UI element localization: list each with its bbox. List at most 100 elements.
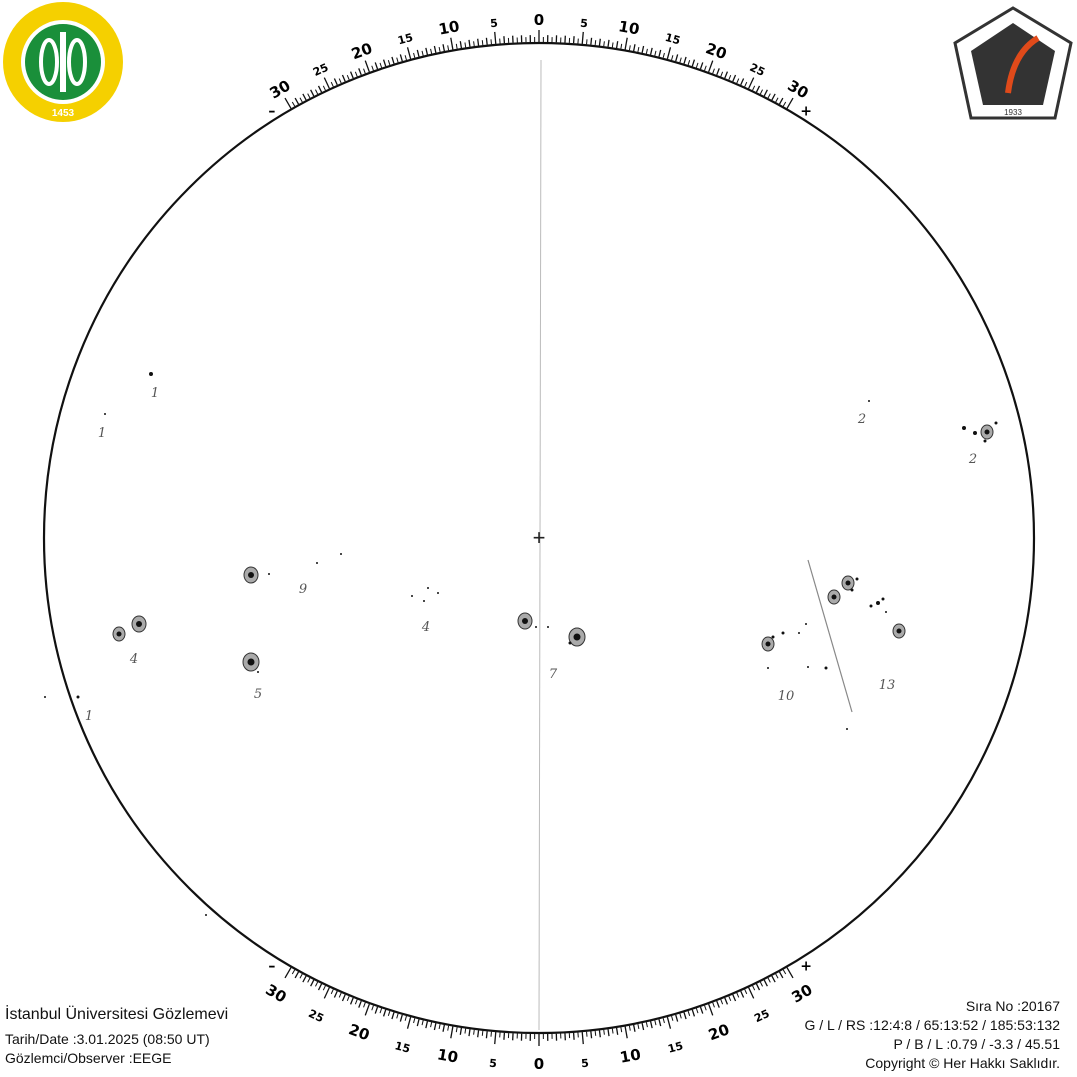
scale-tick <box>581 31 584 44</box>
scale-label: 25 <box>752 1007 771 1025</box>
scale-tick <box>620 1027 623 1033</box>
observation-date: Tarih/Date :3.01.2025 (08:50 UT) <box>5 1031 210 1047</box>
scale-tick <box>691 59 696 67</box>
scale-tick <box>310 89 315 97</box>
scale-tick <box>363 1002 366 1008</box>
scale-tick <box>341 994 346 1002</box>
scale-sign: – <box>268 104 275 120</box>
scale-tick <box>421 50 424 56</box>
pbl-values: P / B / L :0.79 / -3.3 / 45.51 <box>893 1036 1060 1052</box>
scale-label: 5 <box>580 17 589 31</box>
scale-tick <box>307 93 311 99</box>
scale-tick <box>736 78 740 84</box>
group-count-label: 1 <box>85 709 93 724</box>
scale-tick <box>349 71 354 79</box>
scale-tick <box>720 71 724 77</box>
group-count-label: 10 <box>778 689 795 704</box>
scale-tick <box>607 39 610 47</box>
scale-tick <box>695 62 699 68</box>
scale-label: 20 <box>703 39 729 63</box>
scale-tick <box>633 44 636 52</box>
scale-tick <box>494 1032 497 1045</box>
scale-tick <box>459 41 463 49</box>
scale-tick <box>315 981 319 987</box>
sunspot-umbra <box>423 600 425 602</box>
logo-year: 1933 <box>1004 108 1022 117</box>
scale-tick <box>778 971 784 979</box>
scale-tick <box>732 74 737 82</box>
scale-label: 25 <box>311 61 330 79</box>
scale-tick <box>477 1030 480 1038</box>
scale-tick <box>767 93 771 99</box>
scale-tick <box>341 74 346 82</box>
scale-tick <box>687 60 691 66</box>
scale-tick <box>641 45 645 53</box>
scale-sign: + <box>800 958 812 974</box>
group-count-label: 2 <box>857 412 866 427</box>
scale-tick <box>607 1029 610 1037</box>
observation-stats: Sıra No :20167 G / L / RS :12:4:8 / 65:1… <box>804 997 1060 1073</box>
scale-tick <box>473 41 475 47</box>
scale-tick <box>323 77 330 89</box>
scale-tick <box>338 78 342 84</box>
scale-tick <box>455 43 458 49</box>
scale-tick <box>691 1009 696 1017</box>
scale-tick <box>404 55 407 61</box>
scale-tick <box>455 1027 458 1033</box>
meridian-line <box>538 59 542 1031</box>
scale-tick <box>763 89 768 97</box>
scale-tick <box>679 1013 682 1019</box>
scale-tick <box>374 62 379 70</box>
scale-tick <box>430 48 433 54</box>
scale-tick <box>302 975 307 983</box>
scale-tick <box>447 45 450 51</box>
scale-tick <box>744 81 748 87</box>
sunspot-umbra <box>962 426 966 430</box>
scale-tick <box>291 101 296 107</box>
scale-tick <box>330 81 334 87</box>
scale-tick <box>708 60 714 73</box>
scale-tick <box>581 1032 584 1045</box>
scale-tick <box>438 1023 441 1030</box>
scale-tick <box>671 55 674 61</box>
scale-tick <box>748 987 755 999</box>
scale-tick <box>637 1023 640 1030</box>
sunspot-umbra <box>340 553 342 555</box>
scale-tick <box>442 1024 445 1032</box>
group-count-label: 7 <box>549 667 558 682</box>
scale-tick <box>782 969 787 975</box>
sunspot-umbra <box>805 623 807 625</box>
scale-tick <box>354 999 358 1005</box>
scale-tick <box>649 47 653 55</box>
scale-tick <box>387 1010 391 1016</box>
scale-tick <box>302 93 307 101</box>
scale-tick <box>322 985 326 991</box>
sunspot-umbra <box>248 572 254 578</box>
scale-tick <box>786 97 794 109</box>
scale-tick <box>615 41 619 49</box>
scale-tick <box>633 1024 636 1032</box>
scale-tick <box>464 1028 467 1034</box>
scale-label: 5 <box>489 1057 498 1071</box>
logo-year: 1453 <box>52 108 75 119</box>
scale-tick <box>284 97 292 109</box>
scale-tick <box>775 973 779 979</box>
scale-tick <box>294 971 300 979</box>
copyright: Copyright © Her Hakkı Saklıdır. <box>865 1055 1060 1071</box>
scale-tick <box>771 93 776 101</box>
sunspot-umbra <box>781 631 785 635</box>
scale-tick <box>396 57 399 63</box>
sunspot-umbra <box>767 667 769 669</box>
scale-tick <box>716 68 720 76</box>
scale-tick <box>658 1019 662 1027</box>
scale-tick <box>759 981 763 987</box>
scale-label: 25 <box>306 1007 325 1025</box>
scale-tick <box>628 45 631 51</box>
scale-tick <box>712 68 715 74</box>
scale-label: 30 <box>784 76 811 102</box>
scale-tick <box>740 990 745 998</box>
scale-tick <box>450 37 454 50</box>
scale-tick <box>481 1030 484 1036</box>
scale-tick <box>399 1014 403 1022</box>
scale-tick <box>371 1005 374 1011</box>
